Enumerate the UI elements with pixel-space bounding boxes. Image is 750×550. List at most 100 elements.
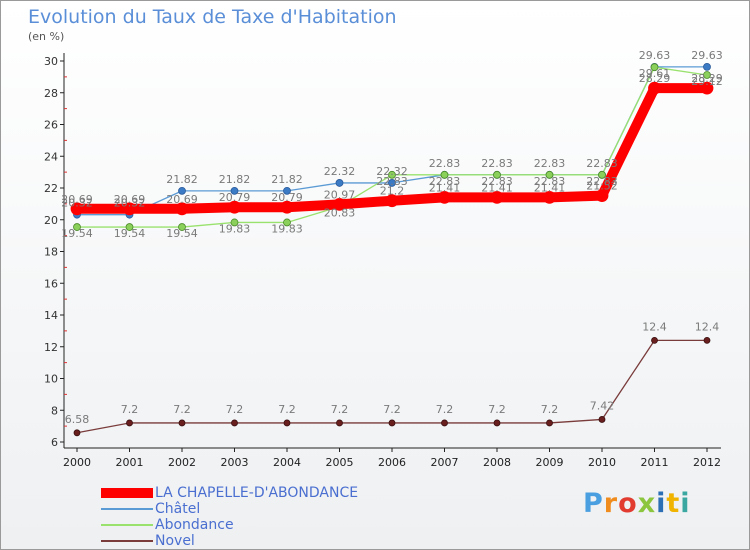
data-label-chatel: 20.32 <box>61 197 93 210</box>
y-tick-label: 28 <box>44 87 58 100</box>
data-point-novel <box>651 336 658 344</box>
x-tick-label: 2009 <box>536 456 564 469</box>
data-label-novel: 7.2 <box>226 403 244 416</box>
data-label-chapelle: 20.97 <box>324 188 356 201</box>
data-label-chatel: 20.32 <box>114 197 146 210</box>
data-point-novel <box>546 419 553 427</box>
legend-swatch-chapelle <box>101 488 153 498</box>
data-point-chapelle <box>123 202 136 216</box>
y-axis-unit: (en %) <box>28 30 65 43</box>
x-tick-label: 2006 <box>378 456 406 469</box>
y-tick-label: 30 <box>44 55 58 68</box>
logo-letter: i <box>680 488 691 519</box>
legend-item-chatel: Châtel <box>101 501 358 517</box>
legend-label: Châtel <box>155 501 201 517</box>
data-label-chatel: 22.32 <box>324 165 356 178</box>
data-point-abondance <box>493 170 501 179</box>
data-label-chapelle: 28.29 <box>639 72 671 85</box>
data-point-chapelle <box>543 190 556 204</box>
data-label-chatel: 21.82 <box>166 173 198 186</box>
data-point-chapelle <box>333 197 346 211</box>
data-label-chapelle: 20.69 <box>166 193 198 206</box>
data-point-abondance <box>650 63 659 72</box>
data-label-novel: 7.42 <box>590 399 615 412</box>
data-label-novel: 7.2 <box>488 403 506 416</box>
logo-letter: o <box>618 488 638 519</box>
data-label-abondance: 22.83 <box>376 175 408 188</box>
series-line-novel <box>76 339 708 434</box>
data-label-chatel: 29.63 <box>691 49 723 62</box>
legend-label: Abondance <box>155 517 234 533</box>
data-point-novel <box>336 419 343 427</box>
data-label-chapelle: 21.2 <box>380 185 405 198</box>
data-point-chapelle <box>175 202 189 216</box>
data-point-abondance <box>230 218 239 227</box>
data-point-chapelle <box>385 194 399 208</box>
data-label-novel: 7.2 <box>121 403 139 416</box>
legend-item-chapelle: LA CHAPELLE-D'ABONDANCE <box>101 485 358 501</box>
legend-label: Novel <box>155 533 195 549</box>
data-point-chapelle <box>595 189 609 203</box>
data-point-chapelle <box>700 81 714 95</box>
data-label-chapelle: 20.69 <box>114 193 146 206</box>
data-label-chapelle: 21.52 <box>586 180 618 193</box>
data-label-chapelle: 21.41 <box>481 181 513 194</box>
data-label-chatel: 22.83 <box>534 157 566 170</box>
data-label-chatel: 22.83 <box>481 157 513 170</box>
y-tick-label: 26 <box>44 119 58 132</box>
y-tick-label: 16 <box>44 277 58 290</box>
data-point-abondance <box>125 223 134 231</box>
x-tick-label: 2008 <box>483 456 511 469</box>
data-label-novel: 7.2 <box>173 403 191 416</box>
legend-swatch-chatel <box>101 508 153 510</box>
data-label-chatel: 21.82 <box>219 173 251 186</box>
legend-item-novel: Novel <box>101 533 358 549</box>
y-tick-label: 24 <box>44 150 58 163</box>
data-label-novel: 12.4 <box>695 320 720 333</box>
data-point-novel <box>231 419 238 427</box>
logo-letter: i <box>656 488 667 519</box>
data-label-abondance: 22.83 <box>586 175 618 188</box>
data-label-abondance: 22.83 <box>429 175 461 188</box>
data-point-chapelle <box>228 200 241 214</box>
data-point-abondance <box>178 223 186 231</box>
data-point-novel <box>703 336 711 344</box>
y-tick-label: 10 <box>44 373 58 386</box>
data-label-abondance: 19.54 <box>166 227 198 240</box>
x-tick-label: 2005 <box>326 456 354 469</box>
data-label-chapelle: 20.79 <box>271 191 303 204</box>
chart-title: Evolution du Taux de Taxe d'Habitation <box>28 6 397 28</box>
data-label-chatel: 21.82 <box>271 173 303 186</box>
data-label-abondance: 29.12 <box>691 75 723 88</box>
data-label-abondance: 22.83 <box>481 175 513 188</box>
data-point-novel <box>126 419 133 427</box>
data-label-abondance: 29.61 <box>639 67 671 80</box>
data-point-chatel <box>335 179 344 187</box>
legend-label: LA CHAPELLE-D'ABONDANCE <box>155 485 359 501</box>
data-point-novel <box>73 429 81 437</box>
data-point-chatel <box>703 62 711 71</box>
y-tick-label: 6 <box>51 436 58 449</box>
data-point-abondance <box>545 170 554 179</box>
data-label-abondance: 19.83 <box>271 222 303 235</box>
data-point-chapelle <box>70 202 84 216</box>
data-label-chatel: 22.83 <box>429 157 461 170</box>
data-point-novel <box>598 416 606 423</box>
y-tick-label: 8 <box>51 404 58 417</box>
proxiti-logo: Proxiti <box>583 488 691 519</box>
legend: LA CHAPELLE-D'ABONDANCE Châtel Abondance… <box>101 485 358 549</box>
data-point-abondance <box>388 170 396 179</box>
y-tick-label: 18 <box>44 246 58 259</box>
x-tick-label: 2004 <box>273 456 301 469</box>
data-label-chatel: 22.32 <box>376 165 408 178</box>
data-label-novel: 7.2 <box>278 403 296 416</box>
data-label-chatel: 29.63 <box>639 49 671 62</box>
data-label-chapelle: 28.29 <box>691 72 723 85</box>
data-point-abondance <box>598 170 606 179</box>
logo-letter: P <box>583 488 604 519</box>
data-label-novel: 7.2 <box>383 403 401 416</box>
data-point-chatel <box>283 186 291 195</box>
legend-swatch-abondance <box>101 524 153 526</box>
